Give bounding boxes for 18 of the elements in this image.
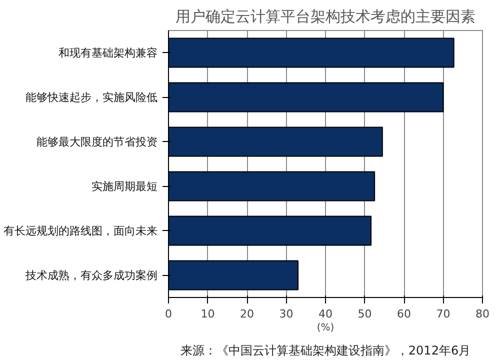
y-tick-label: 能够最大限度的节省投资: [36, 135, 158, 148]
x-tick-label: 20: [240, 308, 254, 320]
x-tick-label: 60: [397, 308, 411, 320]
source-note: 来源：《中国云计算基础架构建设指南》，2012年6月: [180, 344, 471, 358]
y-tick-label: 能够快速起步，实施风险低: [26, 90, 158, 104]
x-tick-label: 40: [318, 308, 332, 320]
y-tick-label: 技术成熟，有众多成功案例: [24, 268, 158, 282]
y-tick-label: 有长远规划的路线图，面向未来: [4, 224, 158, 238]
chart-title: 用户确定云计算平台架构技术考虑的主要因素: [176, 8, 476, 26]
x-tick-label: 50: [358, 308, 372, 320]
y-tick-label: 实施周期最短: [92, 180, 158, 193]
x-tick-label: 0: [165, 308, 172, 320]
x-tick-label: 70: [436, 308, 450, 320]
x-tick-label: 80: [476, 308, 490, 320]
y-tick-label: 和现有基础架构兼容: [58, 46, 158, 60]
x-axis-title: (%): [316, 322, 334, 334]
x-tick-label: 30: [279, 308, 294, 320]
x-tick-label: 10: [200, 308, 215, 320]
